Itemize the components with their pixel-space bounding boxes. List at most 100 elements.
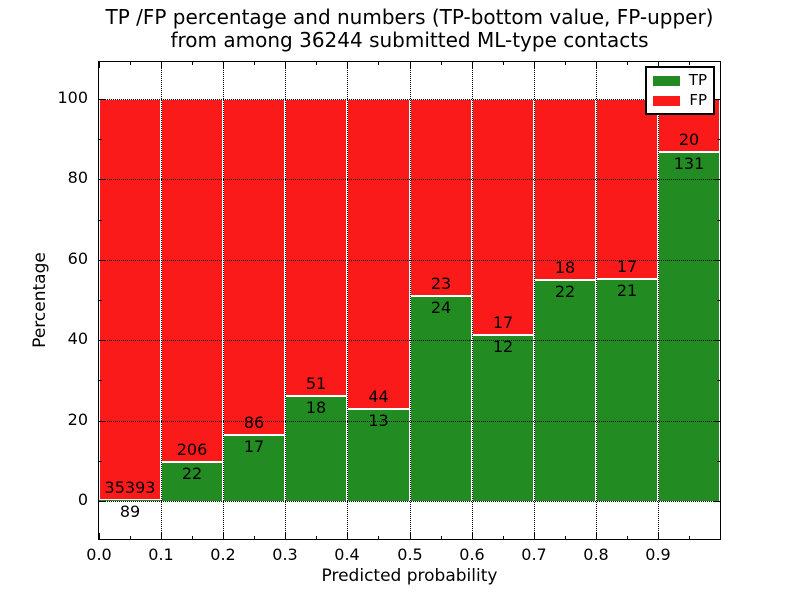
- y-axis-tick: [717, 461, 720, 462]
- x-axis-tick: [347, 533, 348, 539]
- horizontal-gridline: [99, 340, 720, 341]
- x-axis-tick: [316, 536, 317, 539]
- x-axis-tick: [161, 62, 162, 68]
- x-axis-tick: [285, 533, 286, 539]
- x-axis-tick: [192, 62, 193, 65]
- tp-bar-segment: [472, 335, 534, 501]
- x-axis-tick: [130, 536, 131, 539]
- x-axis-tick: [316, 62, 317, 65]
- y-axis-tick: [717, 380, 720, 381]
- vertical-gridline: [285, 62, 286, 539]
- x-axis-tick: [596, 62, 597, 68]
- vertical-gridline: [658, 62, 659, 539]
- fp-bar-segment: [596, 99, 658, 279]
- x-axis-label: Predicted probability: [321, 566, 498, 586]
- x-axis-tick: [472, 533, 473, 539]
- x-tick-label: 0.0: [86, 545, 112, 564]
- fp-bar-segment: [347, 99, 410, 409]
- y-axis-tick: [714, 99, 720, 100]
- tp-bar-segment: [99, 500, 161, 501]
- plot-area: 35393 89 206 22 86 17 51 18 44 13 23 24 17 12 18 22 17 21…: [98, 61, 721, 540]
- tp-count-label: 18: [305, 398, 327, 417]
- tp-count-label: 12: [492, 337, 514, 356]
- x-axis-tick: [658, 533, 659, 539]
- y-tick-label: 0: [77, 490, 88, 509]
- y-tick-label: 80: [67, 168, 88, 187]
- fp-bar-segment: [410, 99, 472, 296]
- y-axis-tick: [99, 501, 105, 502]
- y-axis-tick: [99, 340, 105, 341]
- x-tick-label: 0.8: [583, 545, 609, 564]
- fp-bar-segment: [223, 99, 285, 435]
- x-tick-label: 0.5: [397, 545, 423, 564]
- x-tick-label: 0.6: [459, 545, 485, 564]
- legend-swatch-fp: [653, 95, 681, 106]
- tp-count-label: 21: [616, 281, 638, 300]
- fp-count-label: 17: [492, 313, 514, 332]
- x-axis-tick: [472, 62, 473, 68]
- x-axis-tick: [410, 533, 411, 539]
- x-axis-tick: [503, 62, 504, 65]
- x-axis-tick: [534, 533, 535, 539]
- y-axis-tick: [714, 340, 720, 341]
- legend-item-fp: FP: [653, 93, 707, 108]
- y-axis-tick: [717, 300, 720, 301]
- fp-bar-segment: [161, 99, 223, 462]
- fp-bar-segment: [472, 99, 534, 335]
- y-axis-tick: [714, 501, 720, 502]
- x-axis-tick: [223, 62, 224, 68]
- x-axis-tick: [441, 62, 442, 65]
- x-axis-tick: [347, 62, 348, 68]
- x-axis-tick: [658, 62, 659, 68]
- x-tick-label: 0.2: [210, 545, 236, 564]
- x-axis-tick: [441, 536, 442, 539]
- x-axis-tick: [596, 533, 597, 539]
- fp-count-label: 51: [305, 374, 327, 393]
- y-axis-tick: [99, 380, 102, 381]
- y-axis-tick: [99, 220, 102, 221]
- y-tick-label: 60: [67, 249, 88, 268]
- horizontal-gridline: [99, 99, 720, 100]
- x-axis-tick: [720, 533, 721, 539]
- y-axis-tick: [99, 139, 102, 140]
- vertical-gridline: [161, 62, 162, 539]
- y-tick-label: 20: [67, 410, 88, 429]
- horizontal-gridline: [99, 179, 720, 180]
- y-axis-tick: [99, 260, 105, 261]
- x-axis-tick: [378, 536, 379, 539]
- y-axis-tick: [714, 260, 720, 261]
- horizontal-gridline: [99, 421, 720, 422]
- x-tick-label: 0.4: [334, 545, 360, 564]
- tp-count-label: 24: [430, 298, 452, 317]
- legend-item-tp: TP: [653, 71, 707, 89]
- fp-count-label: 20: [678, 130, 700, 149]
- fp-count-label: 44: [368, 387, 389, 406]
- x-axis-tick: [627, 62, 628, 65]
- fp-count-label: 18: [554, 258, 576, 277]
- x-axis-tick: [99, 62, 100, 68]
- horizontal-gridline: [99, 501, 720, 502]
- x-axis-tick: [627, 536, 628, 539]
- legend: TP FP: [645, 66, 715, 115]
- fp-count-label: 206: [176, 440, 208, 459]
- vertical-gridline: [410, 62, 411, 539]
- tp-count-label: 13: [368, 411, 389, 430]
- fp-bar-segment: [534, 99, 596, 280]
- x-axis-tick: [285, 62, 286, 68]
- x-axis-tick: [720, 62, 721, 68]
- vertical-gridline: [347, 62, 348, 539]
- tp-bar-segment: [534, 280, 596, 501]
- vertical-gridline: [472, 62, 473, 539]
- y-axis-tick: [717, 220, 720, 221]
- tp-bar-segment: [658, 152, 720, 501]
- y-axis-tick: [99, 99, 105, 100]
- legend-label-tp: TP: [688, 71, 707, 89]
- x-tick-label: 0.7: [521, 545, 547, 564]
- x-tick-label: 0.1: [148, 545, 174, 564]
- y-tick-label: 40: [67, 329, 88, 348]
- x-axis-tick: [254, 62, 255, 65]
- vertical-gridline: [223, 62, 224, 539]
- x-axis-tick: [689, 536, 690, 539]
- y-axis-tick: [99, 300, 102, 301]
